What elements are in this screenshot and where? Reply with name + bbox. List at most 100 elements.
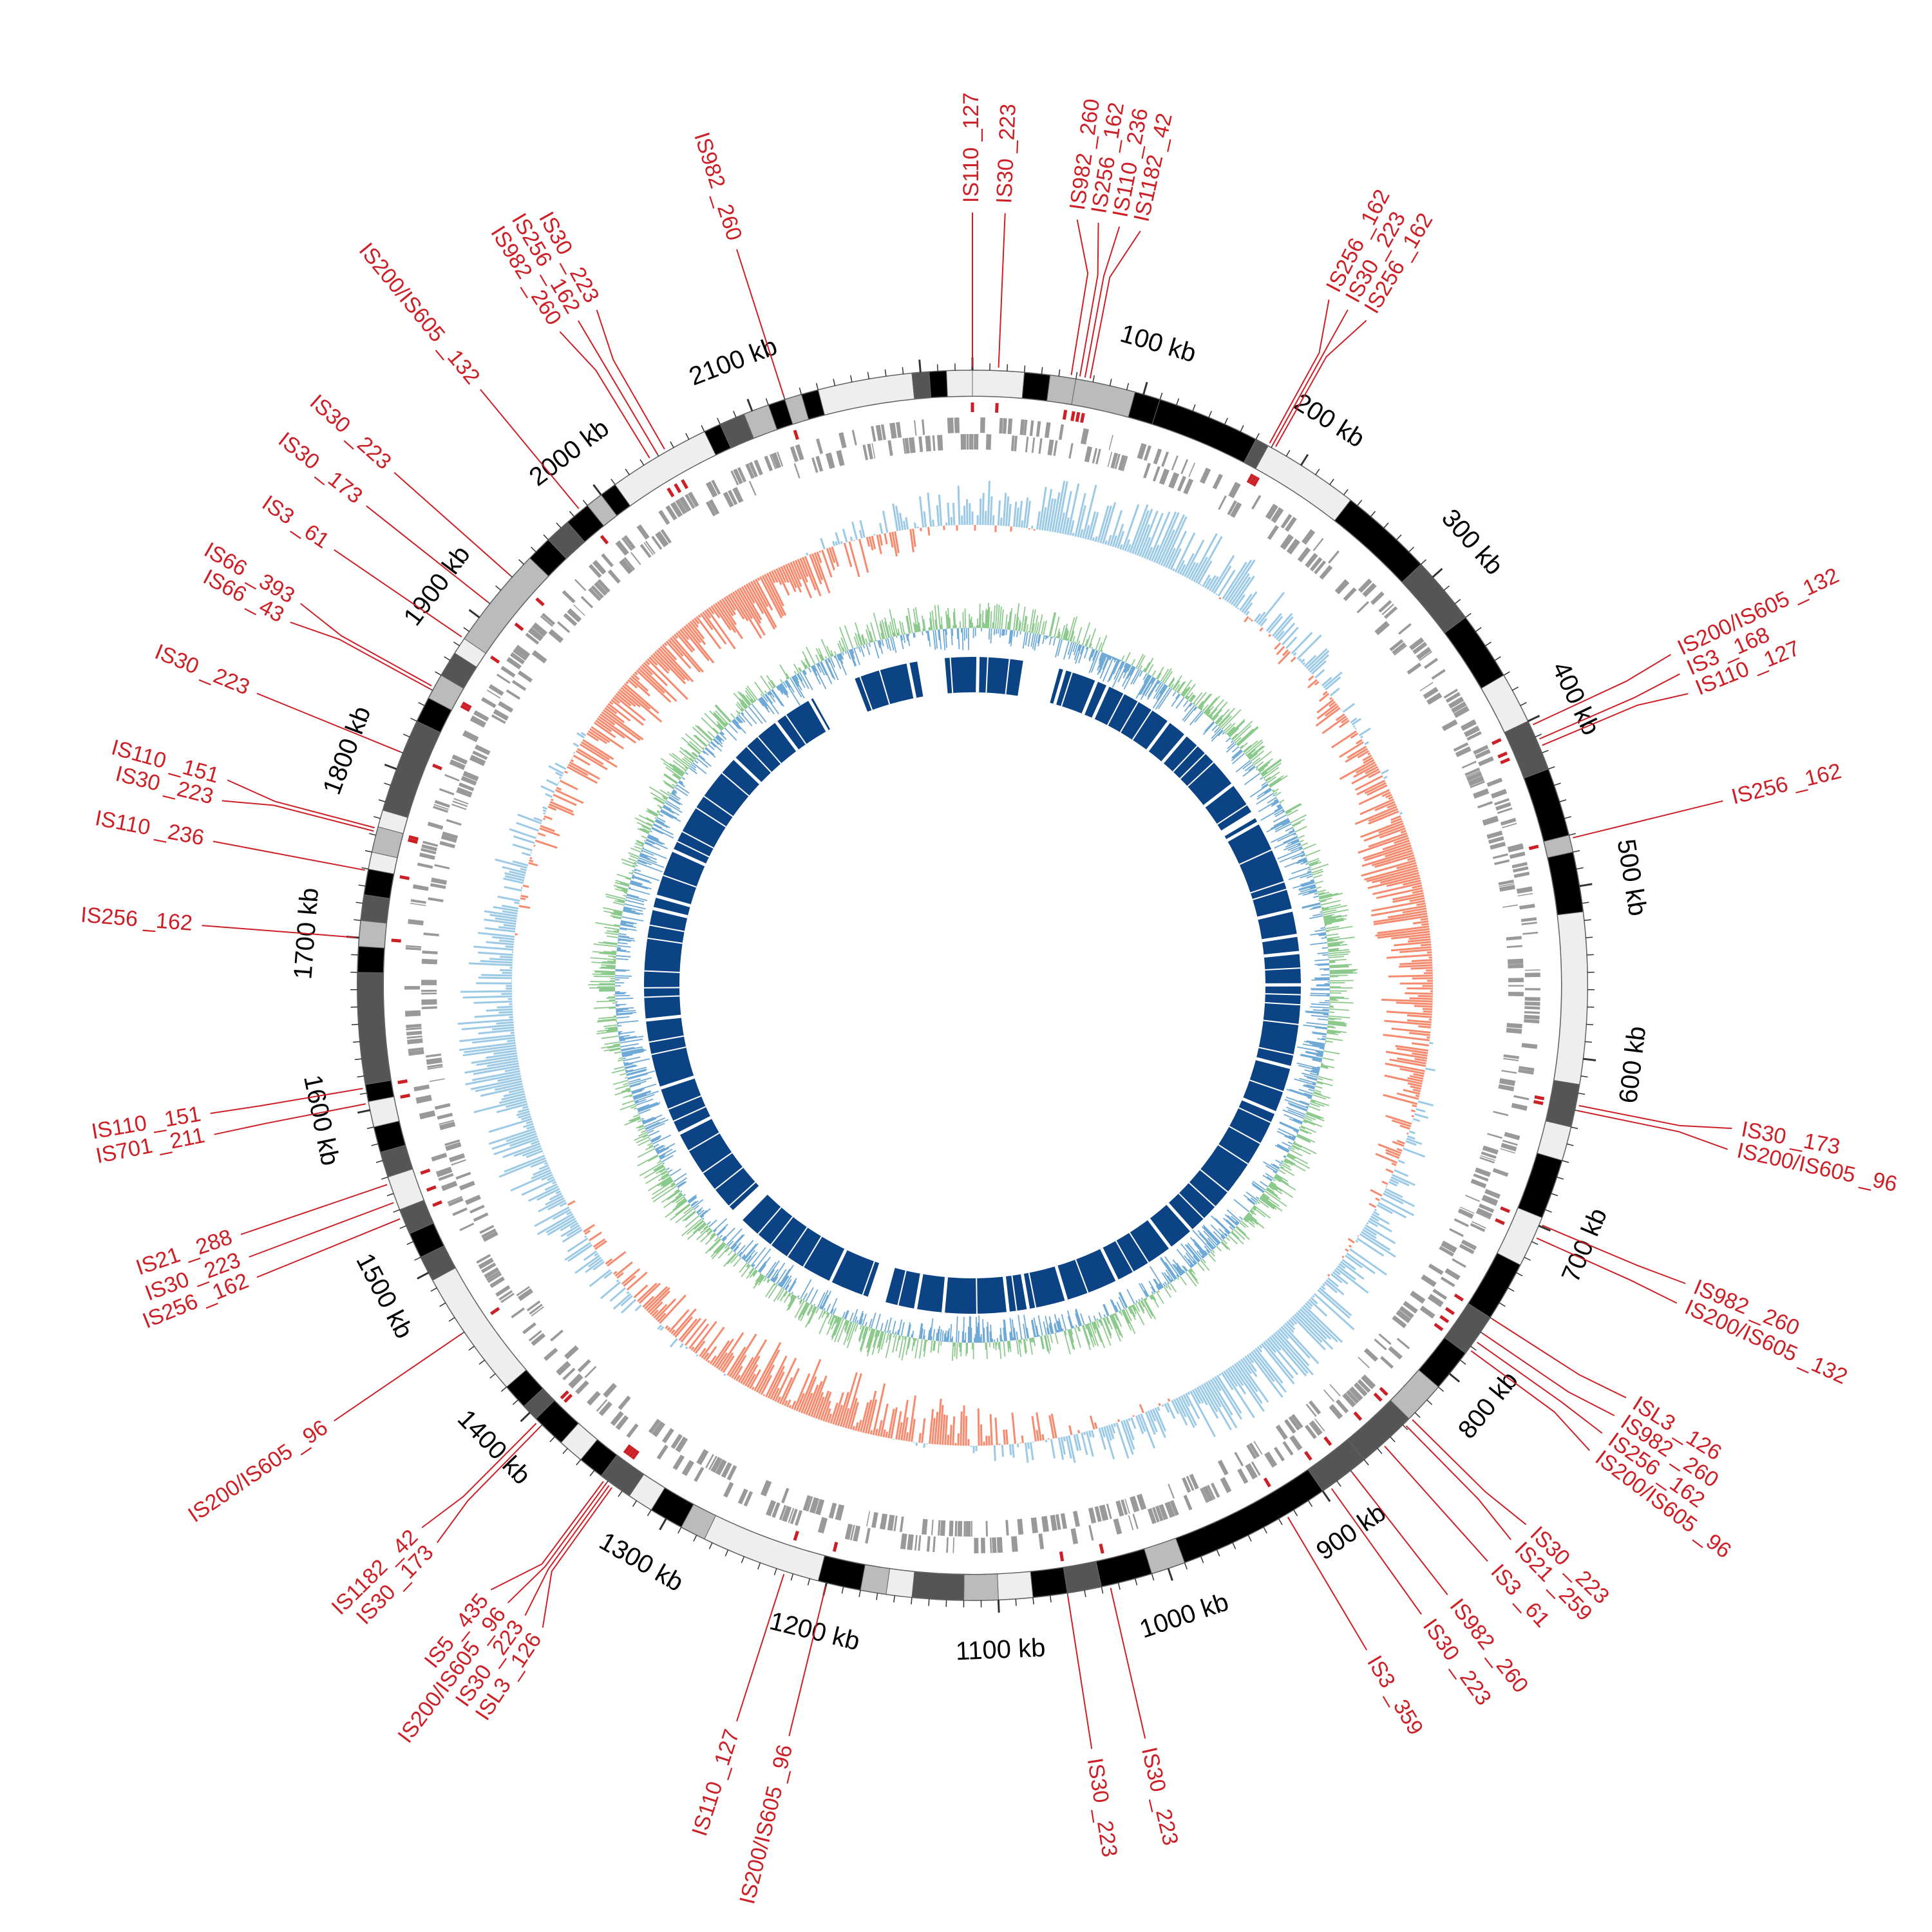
minor-tick	[1586, 954, 1594, 956]
gene-feature	[1524, 1019, 1540, 1024]
similarity-block	[743, 1195, 880, 1297]
similarity-separator	[688, 1132, 720, 1151]
gene-feature	[648, 1419, 661, 1434]
gene-feature	[1354, 1382, 1368, 1397]
gene-feature	[1068, 442, 1074, 459]
gene-feature	[587, 1390, 601, 1406]
minor-tick	[1524, 1256, 1531, 1261]
minor-tick	[1336, 1480, 1341, 1487]
similarity-separator	[1229, 1126, 1261, 1144]
gene-feature	[473, 1212, 489, 1222]
similarity-separator	[770, 1216, 793, 1245]
gene-feature	[1038, 1533, 1045, 1549]
minor-tick	[1499, 1302, 1506, 1307]
gene-feature	[835, 1504, 845, 1521]
gene-feature	[1507, 843, 1524, 853]
gene-feature	[985, 1520, 989, 1537]
gene-feature	[715, 1459, 727, 1475]
gene-track	[404, 417, 1540, 1553]
similarity-separator	[1106, 693, 1125, 726]
gene-feature	[406, 1030, 422, 1036]
gene-feature	[1072, 1511, 1080, 1527]
minor-tick	[1117, 1582, 1121, 1590]
is-element-label: IS3 _359	[1362, 1651, 1428, 1739]
similarity-separator	[681, 831, 714, 849]
gene-feature	[1381, 603, 1394, 616]
gene-feature	[1432, 1289, 1448, 1300]
similarity-separator	[668, 1095, 702, 1110]
gene-feature	[1143, 462, 1151, 478]
gene-feature	[1384, 606, 1398, 619]
is-leader-line	[436, 1426, 541, 1544]
major-tick	[1300, 453, 1309, 466]
is-mark	[400, 1094, 411, 1099]
minor-tick	[1390, 1436, 1396, 1443]
gene-feature	[550, 1329, 564, 1342]
minor-tick	[361, 867, 369, 870]
is-mark	[1062, 410, 1068, 420]
is-element-label: IS30 _223	[1083, 1756, 1122, 1859]
minor-tick	[1357, 500, 1363, 506]
similarity-separator	[651, 1046, 687, 1056]
gene-feature	[871, 426, 876, 442]
gene-feature	[548, 629, 564, 643]
gene-feature	[1419, 1305, 1435, 1319]
major-tick	[659, 1518, 667, 1531]
minor-tick	[611, 478, 616, 486]
gene-feature	[737, 467, 746, 483]
gene-feature	[665, 505, 677, 521]
is-mark	[1323, 1436, 1332, 1446]
gene-feature	[423, 933, 439, 937]
scale-label: 1100 kb	[955, 1634, 1046, 1666]
ideogram-band	[911, 371, 932, 399]
similarity-separator	[1100, 1247, 1119, 1281]
ideogram-band	[1046, 375, 1077, 405]
gene-feature	[484, 1267, 500, 1279]
ideogram-band	[1553, 911, 1588, 1085]
gene-feature	[592, 560, 607, 575]
minor-tick	[1578, 1092, 1586, 1095]
gene-feature	[563, 612, 578, 627]
minor-tick	[841, 1586, 844, 1594]
ideogram-band	[860, 1564, 891, 1595]
gene-feature	[675, 498, 687, 515]
similarity-separator	[1146, 721, 1170, 752]
gene-feature	[1108, 435, 1113, 450]
gene-feature	[619, 558, 634, 574]
is-mark	[1246, 473, 1255, 484]
gene-feature	[601, 553, 614, 567]
minor-tick	[773, 1568, 777, 1575]
minor-tick	[1541, 750, 1549, 753]
gene-feature	[596, 1399, 608, 1412]
gene-feature	[981, 1537, 985, 1553]
gene-feature	[562, 1367, 576, 1381]
minor-tick	[1396, 534, 1402, 540]
gc-content-positive	[588, 603, 1358, 1361]
gene-feature	[584, 1365, 597, 1378]
gene-feature	[1188, 462, 1196, 477]
minor-tick	[790, 1573, 794, 1581]
similarity-separator	[1258, 1046, 1294, 1056]
gene-feature	[462, 730, 479, 743]
is-leader-line	[1533, 654, 1672, 726]
gene-feature	[1492, 853, 1508, 859]
scale-label: 100 kb	[1117, 319, 1200, 368]
gene-feature	[1378, 1333, 1392, 1345]
gene-feature	[931, 1519, 934, 1535]
minor-tick	[1176, 398, 1180, 406]
gene-feature	[737, 1488, 748, 1504]
minor-tick	[685, 433, 690, 440]
minor-tick	[531, 546, 536, 553]
gene-feature	[481, 1228, 497, 1238]
minor-tick	[1408, 546, 1414, 553]
gene-feature	[1132, 1513, 1139, 1530]
gene-feature	[452, 1207, 468, 1217]
gene-feature	[1508, 978, 1524, 983]
gene-feature	[1114, 453, 1121, 469]
minor-tick	[1516, 1272, 1523, 1276]
minor-tick	[807, 1578, 811, 1586]
ideogram-band	[929, 370, 948, 398]
gene-feature	[1152, 466, 1160, 482]
gene-feature	[518, 1288, 533, 1302]
similarity-separator	[652, 907, 688, 918]
